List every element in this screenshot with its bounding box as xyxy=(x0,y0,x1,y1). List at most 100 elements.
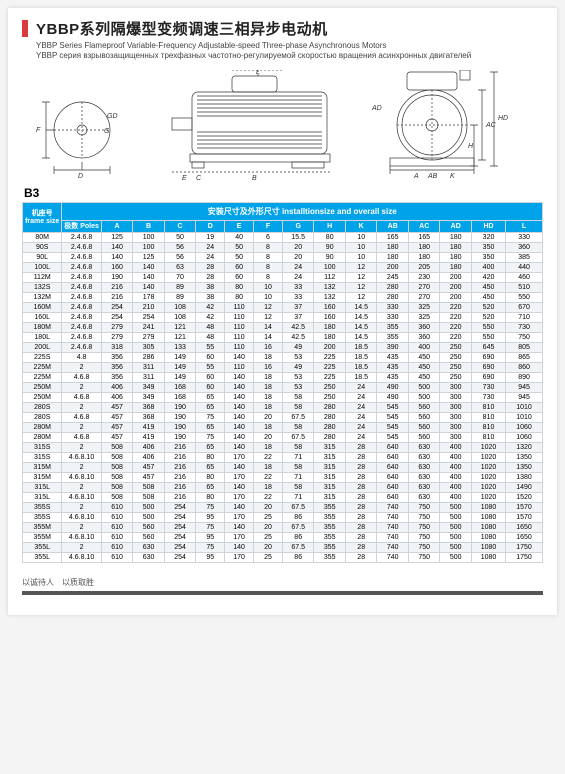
table-cell: 390 xyxy=(377,343,409,353)
table-cell: 355L xyxy=(23,553,62,563)
table-cell: 315 xyxy=(314,493,346,503)
table-row: 225S4.835628614960140185322518.543545025… xyxy=(23,353,543,363)
col-f: F xyxy=(254,220,283,233)
table-cell: 457 xyxy=(133,473,165,483)
table-cell: 279 xyxy=(133,333,165,343)
table-row: 90L2.4.6.8140125562450820901018018018035… xyxy=(23,253,543,263)
table-cell: 225S xyxy=(23,353,62,363)
table-cell: 2.4.6.8 xyxy=(62,343,101,353)
table-cell: 550 xyxy=(471,323,505,333)
table-cell: 110 xyxy=(225,363,254,373)
svg-text:AC: AC xyxy=(485,122,497,129)
table-cell: 510 xyxy=(506,283,543,293)
table-cell: 63 xyxy=(164,263,196,273)
table-cell: 12 xyxy=(345,273,377,283)
table-cell: 4.6.8 xyxy=(62,393,101,403)
table-cell: 132 xyxy=(314,293,346,303)
table-cell: 180 xyxy=(440,263,472,273)
svg-text:D: D xyxy=(78,173,83,180)
table-cell: 500 xyxy=(440,523,472,533)
col-e: E xyxy=(225,220,254,233)
table-cell: 860 xyxy=(506,363,543,373)
table-row: 280M245741919065140185828024545560300810… xyxy=(23,423,543,433)
table-cell: 1060 xyxy=(506,423,543,433)
table-cell: 24 xyxy=(345,383,377,393)
table-cell: 18 xyxy=(254,463,283,473)
table-cell: 28 xyxy=(345,493,377,503)
table-cell: 28 xyxy=(345,543,377,553)
table-cell: 508 xyxy=(101,443,133,453)
table-cell: 1080 xyxy=(471,523,505,533)
table-cell: 165 xyxy=(408,233,440,243)
table-cell: 18 xyxy=(254,423,283,433)
table-cell: 71 xyxy=(282,473,314,483)
table-cell: 280 xyxy=(314,423,346,433)
table-cell: 740 xyxy=(377,543,409,553)
table-cell: 180 xyxy=(377,243,409,253)
table-cell: 110 xyxy=(225,343,254,353)
table-cell: 1080 xyxy=(471,533,505,543)
table-cell: 508 xyxy=(101,453,133,463)
table-cell: 610 xyxy=(101,513,133,523)
table-cell: 560 xyxy=(408,433,440,443)
table-cell: 40 xyxy=(225,233,254,243)
table-cell: 254 xyxy=(164,513,196,523)
table-cell: 545 xyxy=(377,423,409,433)
table-cell: 2.4.6.8 xyxy=(62,283,101,293)
red-bar-icon xyxy=(22,20,28,37)
table-cell: 406 xyxy=(101,383,133,393)
table-cell: 12 xyxy=(345,283,377,293)
table-cell: 22 xyxy=(254,453,283,463)
table-cell: 360 xyxy=(408,323,440,333)
table-cell: 225 xyxy=(314,373,346,383)
table-cell: 640 xyxy=(377,443,409,453)
table-cell: 508 xyxy=(101,473,133,483)
table-cell: 58 xyxy=(282,393,314,403)
table-cell: 10 xyxy=(254,283,283,293)
table-cell: 2 xyxy=(62,483,101,493)
table-cell: 24 xyxy=(282,263,314,273)
table-cell: 200L xyxy=(23,343,62,353)
table-cell: 8 xyxy=(254,253,283,263)
table-cell: 2.4.6.8 xyxy=(62,333,101,343)
table-cell: 2 xyxy=(62,403,101,413)
table-cell: 320 xyxy=(471,233,505,243)
title-cn: YBBP系列隔爆型变频调速三相异步电动机 xyxy=(36,18,328,39)
table-cell: 168 xyxy=(164,383,196,393)
table-cell: 2 xyxy=(62,423,101,433)
table-cell: 520 xyxy=(471,313,505,323)
table-cell: 670 xyxy=(506,303,543,313)
table-cell: 110 xyxy=(225,313,254,323)
table-cell: 86 xyxy=(282,513,314,523)
svg-text:E: E xyxy=(182,175,187,180)
table-cell: 550 xyxy=(471,333,505,343)
table-cell: 230 xyxy=(408,273,440,283)
table-cell: 355 xyxy=(314,503,346,513)
table-cell: 140 xyxy=(101,243,133,253)
table-cell: 630 xyxy=(408,453,440,463)
table-cell: 225 xyxy=(314,353,346,363)
table-cell: 1520 xyxy=(506,493,543,503)
table-cell: 300 xyxy=(440,383,472,393)
table-cell: 630 xyxy=(133,543,165,553)
table-cell: 132M xyxy=(23,293,62,303)
table-cell: 24 xyxy=(196,243,225,253)
table-cell: 60 xyxy=(196,373,225,383)
table-cell: 435 xyxy=(377,363,409,373)
table-cell: 95 xyxy=(196,513,225,523)
dimensions-table: 机座号 frame size 安装尺寸及外形尺寸 installtionsize… xyxy=(22,202,543,564)
table-cell: 4.6.8.10 xyxy=(62,473,101,483)
table-cell: 500 xyxy=(440,543,472,553)
table-row: 90S2.4.6.8140100562450820901018018018035… xyxy=(23,243,543,253)
table-cell: 20 xyxy=(254,543,283,553)
table-cell: 545 xyxy=(377,433,409,443)
table-cell: 280 xyxy=(377,283,409,293)
table-cell: 149 xyxy=(164,363,196,373)
table-cell: 50 xyxy=(225,243,254,253)
subtitle-ru: YBBP серия взрывозащищенных трехфазных ч… xyxy=(36,51,543,61)
table-cell: 1020 xyxy=(471,483,505,493)
table-cell: 216 xyxy=(164,493,196,503)
table-cell: 55 xyxy=(196,343,225,353)
table-cell: 740 xyxy=(377,523,409,533)
table-cell: 300 xyxy=(440,393,472,403)
